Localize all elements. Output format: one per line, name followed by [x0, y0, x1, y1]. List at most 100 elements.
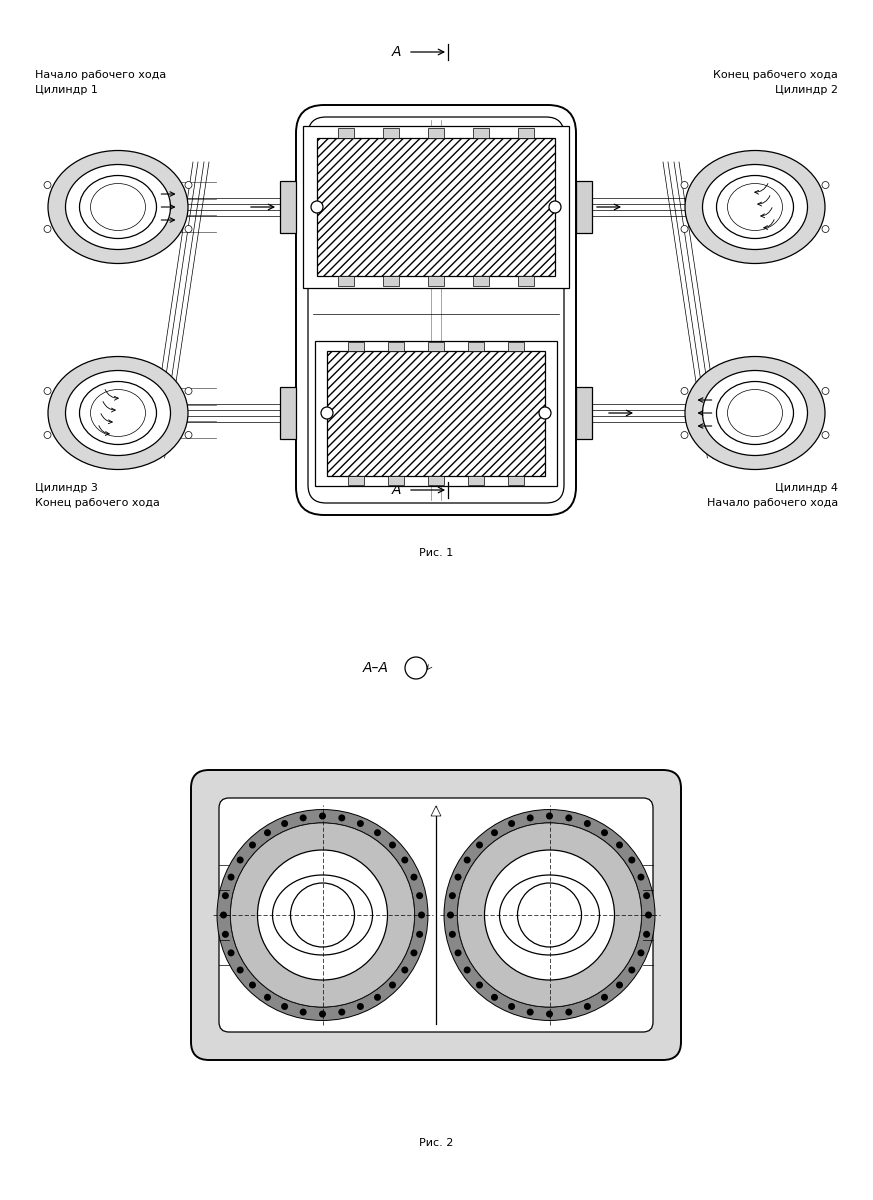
Circle shape [185, 181, 192, 188]
Bar [338, 276, 354, 286]
Circle shape [258, 850, 388, 980]
Circle shape [539, 407, 551, 419]
Bar [508, 475, 524, 485]
Bar [428, 342, 444, 350]
Circle shape [416, 892, 423, 899]
Circle shape [601, 829, 608, 836]
Circle shape [822, 432, 829, 438]
Circle shape [491, 829, 498, 836]
Text: Цилиндр 2: Цилиндр 2 [775, 85, 838, 95]
Circle shape [444, 810, 655, 1020]
Bar [317, 138, 555, 276]
Circle shape [444, 810, 655, 1020]
Circle shape [228, 949, 235, 956]
Circle shape [410, 949, 417, 956]
Ellipse shape [685, 356, 825, 469]
Circle shape [637, 949, 644, 956]
Text: Конец рабочего хода: Конец рабочего хода [713, 70, 838, 80]
Circle shape [402, 857, 409, 864]
Circle shape [389, 982, 396, 989]
Bar [468, 342, 484, 350]
Circle shape [222, 892, 229, 899]
Ellipse shape [727, 390, 782, 437]
FancyBboxPatch shape [308, 116, 564, 503]
Circle shape [629, 857, 636, 864]
Circle shape [230, 823, 415, 1007]
Circle shape [281, 820, 288, 827]
Text: Цилиндр 3: Цилиндр 3 [35, 482, 98, 493]
Bar [327, 350, 545, 475]
Bar [280, 386, 296, 439]
Circle shape [319, 812, 326, 820]
Bar [468, 475, 484, 485]
Text: А: А [391, 482, 401, 497]
Circle shape [416, 931, 423, 938]
Polygon shape [431, 806, 441, 816]
Circle shape [681, 432, 688, 438]
Bar [576, 386, 592, 439]
Circle shape [447, 912, 454, 918]
Circle shape [616, 841, 623, 848]
Ellipse shape [65, 371, 170, 456]
Circle shape [291, 883, 354, 947]
Bar [428, 475, 444, 485]
Ellipse shape [48, 150, 188, 264]
Text: Начало рабочего хода: Начало рабочего хода [707, 498, 838, 508]
Bar [428, 342, 444, 350]
Ellipse shape [79, 175, 156, 239]
Circle shape [643, 892, 650, 899]
Text: А: А [391, 44, 401, 59]
Bar [383, 128, 399, 138]
Bar [280, 181, 296, 233]
Circle shape [455, 874, 462, 881]
Bar [327, 350, 545, 475]
Bar [576, 181, 592, 233]
Text: Рис. 1: Рис. 1 [419, 548, 453, 558]
Bar [280, 181, 296, 233]
Circle shape [629, 966, 636, 973]
Bar [518, 128, 534, 138]
Circle shape [237, 966, 244, 973]
Circle shape [264, 829, 271, 836]
Bar [338, 128, 354, 138]
Circle shape [518, 883, 581, 947]
Circle shape [464, 966, 471, 973]
Circle shape [485, 850, 615, 980]
Ellipse shape [685, 150, 825, 264]
Circle shape [643, 931, 650, 938]
Bar [388, 342, 404, 350]
Circle shape [616, 982, 623, 989]
Circle shape [476, 841, 483, 848]
Circle shape [508, 1003, 515, 1010]
Circle shape [319, 1010, 326, 1018]
Circle shape [357, 820, 364, 827]
Circle shape [249, 982, 256, 989]
Circle shape [44, 226, 51, 233]
Circle shape [374, 829, 381, 836]
Circle shape [402, 966, 409, 973]
Circle shape [44, 432, 51, 438]
Circle shape [311, 200, 323, 214]
Bar [468, 475, 484, 485]
Circle shape [546, 812, 553, 820]
Bar [473, 128, 489, 138]
FancyBboxPatch shape [296, 104, 576, 515]
Circle shape [822, 388, 829, 395]
Circle shape [321, 407, 333, 419]
FancyBboxPatch shape [219, 798, 653, 1032]
Circle shape [249, 841, 256, 848]
Circle shape [44, 388, 51, 395]
Circle shape [299, 815, 306, 822]
Bar [280, 386, 296, 439]
Circle shape [491, 994, 498, 1001]
Circle shape [584, 820, 591, 827]
Circle shape [637, 874, 644, 881]
Bar [338, 128, 354, 138]
Circle shape [228, 874, 235, 881]
Bar [315, 341, 557, 486]
Circle shape [418, 912, 425, 918]
Circle shape [339, 1008, 346, 1015]
Circle shape [44, 181, 51, 188]
Bar [428, 128, 444, 138]
Text: Начало рабочего хода: Начало рабочего хода [35, 70, 166, 80]
